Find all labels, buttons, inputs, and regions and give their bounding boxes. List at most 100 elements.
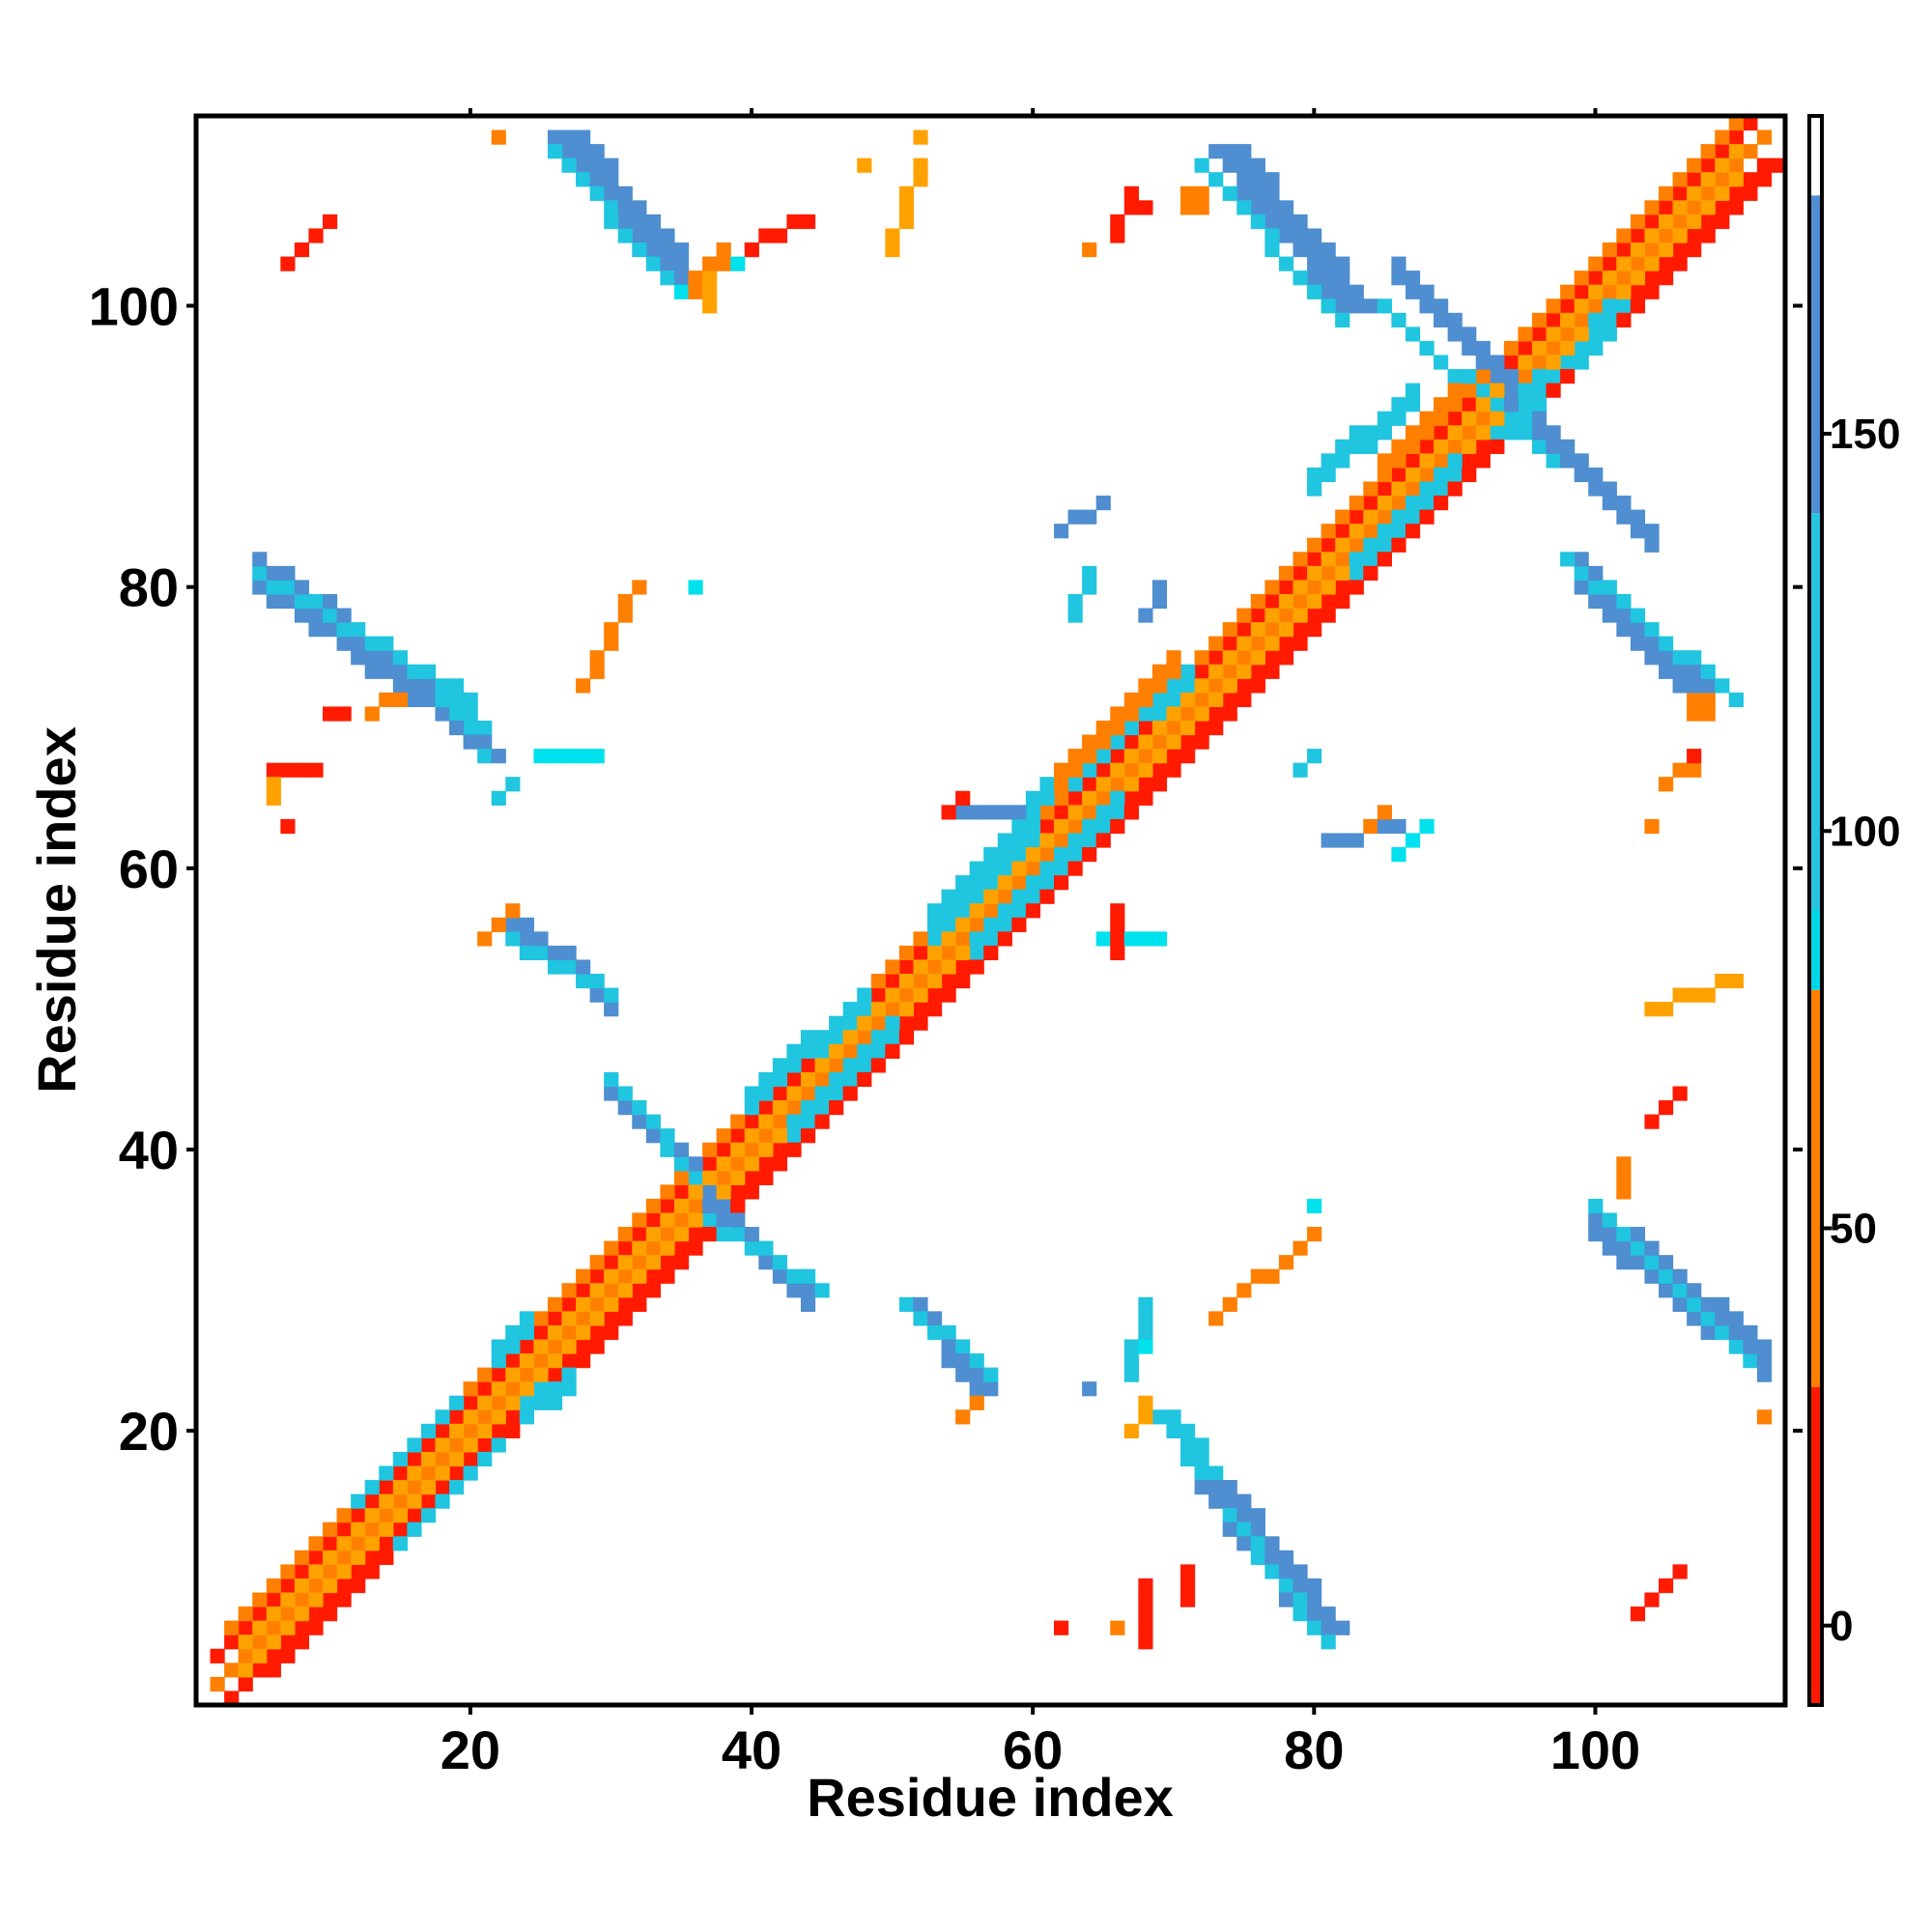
heatmap-cell	[252, 1634, 268, 1650]
heatmap-cell	[969, 931, 984, 947]
heatmap-cell	[1250, 678, 1265, 694]
heatmap-cell	[617, 1283, 633, 1298]
heatmap-cell	[1658, 213, 1674, 230]
heatmap-cell	[589, 144, 605, 159]
heatmap-cell	[1434, 312, 1449, 327]
heatmap-cell	[1616, 1184, 1632, 1200]
heatmap-cell	[449, 1409, 465, 1425]
heatmap-cell	[1756, 172, 1773, 187]
heatmap-cell	[336, 1536, 352, 1551]
heatmap-cell	[1095, 749, 1111, 764]
heatmap-cell	[926, 903, 943, 919]
heatmap-cell	[1110, 1620, 1125, 1635]
heatmap-cell	[1503, 397, 1520, 412]
heatmap-cell	[702, 1212, 718, 1228]
heatmap-cell	[435, 678, 450, 694]
heatmap-cell	[1250, 608, 1265, 623]
heatmap-cell	[1391, 397, 1406, 412]
heatmap-cell	[926, 1002, 943, 1017]
heatmap-cell	[632, 242, 647, 258]
heatmap-cell	[1264, 1268, 1280, 1284]
y-axis-title: Residue index	[26, 726, 87, 1094]
heatmap-cell	[589, 1283, 605, 1298]
heatmap-cell	[1363, 481, 1378, 497]
heatmap-cell	[758, 228, 774, 243]
heatmap-cell	[323, 622, 338, 638]
heatmap-cell	[1687, 200, 1702, 215]
heatmap-cell	[1700, 706, 1716, 722]
heatmap-cell	[1293, 593, 1308, 610]
heatmap-cell	[1434, 411, 1449, 426]
heatmap-cell	[1293, 608, 1308, 623]
heatmap-cell	[1054, 805, 1069, 820]
heatmap-cell	[1236, 1536, 1252, 1551]
heatmap-cell	[463, 1437, 478, 1453]
heatmap-cell	[1377, 425, 1392, 440]
heatmap-cell	[364, 1508, 380, 1523]
heatmap-cell	[604, 1071, 619, 1088]
heatmap-cell	[786, 1086, 802, 1101]
heatmap-cell	[1475, 397, 1491, 412]
heatmap-cell	[407, 1437, 422, 1453]
heatmap-cell	[1756, 1409, 1773, 1425]
heatmap-cell	[913, 1015, 928, 1031]
heatmap-cell	[463, 1465, 478, 1481]
heatmap-cell	[420, 1480, 437, 1495]
heatmap-cell	[1602, 256, 1617, 271]
colorbar-tick-label: 100	[1830, 808, 1900, 855]
heatmap-cell	[1067, 777, 1083, 792]
heatmap-cell	[576, 1311, 591, 1326]
heatmap-cell	[926, 931, 943, 947]
heatmap-cell	[1349, 833, 1364, 848]
heatmap-cell	[983, 889, 999, 904]
heatmap-cell	[1180, 1423, 1196, 1439]
heatmap-cell	[1700, 213, 1716, 230]
heatmap-cell	[1123, 805, 1139, 820]
heatmap-cell	[491, 749, 506, 764]
heatmap-cell	[589, 1339, 605, 1354]
heatmap-cell	[885, 1002, 900, 1017]
heatmap-cell	[983, 903, 999, 919]
heatmap-cell	[561, 1367, 577, 1382]
heatmap-cell	[1405, 425, 1421, 440]
heatmap-cell	[1180, 200, 1196, 215]
heatmap-cell	[1475, 369, 1491, 384]
heatmap-cell	[1082, 833, 1097, 848]
heatmap-cell	[814, 1043, 830, 1059]
heatmap-cell	[1208, 1311, 1224, 1326]
heatmap-cell	[1278, 593, 1294, 610]
heatmap-cell	[1293, 1240, 1308, 1256]
heatmap-cell	[604, 172, 619, 187]
heatmap-cell	[997, 805, 1012, 820]
heatmap-cell	[1110, 762, 1125, 778]
heatmap-cell	[1588, 256, 1604, 271]
heatmap-cell	[1630, 1255, 1646, 1270]
heatmap-cell	[1391, 537, 1406, 553]
heatmap-cell	[1672, 650, 1688, 666]
heatmap-cell	[1236, 650, 1252, 666]
heatmap-cell	[1546, 312, 1561, 327]
heatmap-cell	[1151, 762, 1168, 778]
heatmap-cell	[1278, 228, 1294, 243]
heatmap-cell	[1602, 1212, 1617, 1228]
heatmap-cell	[1715, 678, 1730, 694]
heatmap-cell	[308, 1549, 324, 1566]
heatmap-cell	[1462, 369, 1477, 384]
heatmap-cell	[336, 1592, 352, 1607]
heatmap-cell	[1658, 636, 1674, 651]
heatmap-cell	[632, 200, 647, 215]
heatmap-cell	[449, 1465, 465, 1481]
heatmap-cell	[379, 1493, 394, 1509]
heatmap-cell	[1743, 185, 1758, 201]
heatmap-cell	[308, 1577, 324, 1594]
heatmap-cell	[1518, 355, 1533, 370]
heatmap-cell	[941, 1339, 956, 1354]
heatmap-cell	[1307, 256, 1322, 271]
heatmap-cell	[1307, 467, 1322, 483]
heatmap-cell	[1264, 1549, 1280, 1566]
heatmap-cell	[1321, 1620, 1336, 1635]
heatmap-cell	[1110, 903, 1125, 919]
heatmap-cell	[1335, 524, 1350, 539]
heatmap-cell	[1138, 1620, 1153, 1635]
